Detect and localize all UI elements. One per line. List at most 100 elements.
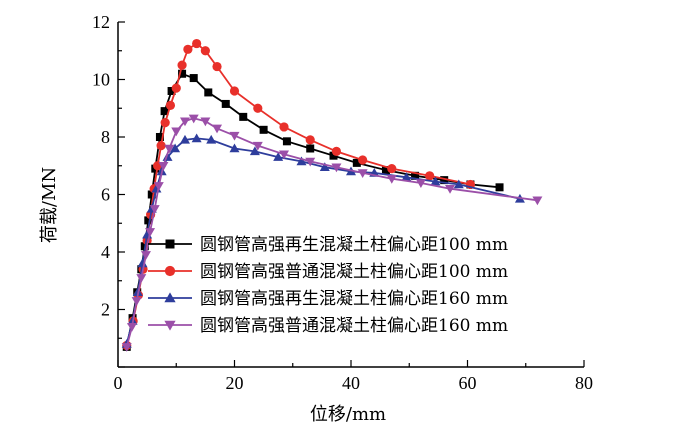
data-point — [401, 172, 412, 181]
data-point — [171, 83, 181, 93]
y-axis-title: 荷载/MN — [39, 167, 60, 243]
y-tick-label: 12 — [92, 12, 110, 32]
data-point — [178, 69, 187, 78]
data-point — [188, 114, 199, 124]
data-point — [319, 162, 330, 171]
legend-marker — [164, 292, 176, 303]
data-point — [179, 134, 190, 144]
legend-label: 圆钢管高强再生混凝土柱偏心距160 mm — [200, 289, 508, 309]
data-point — [296, 156, 307, 166]
y-tick-label: 10 — [92, 70, 110, 90]
data-point — [155, 133, 164, 141]
data-point — [221, 99, 230, 108]
y-tick-label: 8 — [101, 127, 110, 147]
data-point — [329, 151, 338, 160]
series-line — [125, 137, 521, 345]
data-point — [253, 103, 263, 113]
data-point — [279, 122, 289, 132]
data-point — [160, 118, 170, 128]
legend-item: 圆钢管高强再生混凝土柱偏心距100 mm — [148, 235, 508, 255]
data-point — [239, 112, 248, 121]
data-point — [259, 125, 268, 134]
data-point — [204, 88, 213, 97]
data-point — [358, 155, 368, 165]
series-group — [121, 38, 543, 352]
x-tick-label: 60 — [459, 373, 477, 393]
data-point — [229, 86, 240, 96]
legend-marker — [164, 265, 176, 277]
x-tick-label: 40 — [342, 373, 360, 393]
data-point — [160, 107, 169, 116]
legend-label: 圆钢管高强普通混凝土柱偏心距100 mm — [200, 262, 508, 282]
data-point — [229, 131, 240, 141]
data-point — [144, 216, 153, 225]
data-point — [279, 150, 290, 160]
data-point — [212, 124, 223, 134]
data-point — [331, 146, 342, 156]
x-tick-label: 20 — [226, 373, 244, 393]
data-point — [164, 144, 175, 154]
data-point — [136, 274, 147, 283]
data-point — [137, 258, 148, 268]
data-point — [212, 61, 222, 72]
data-point — [153, 182, 164, 191]
data-point — [445, 185, 456, 194]
data-point — [156, 141, 166, 151]
data-point — [495, 183, 504, 192]
data-point — [331, 163, 342, 173]
data-point — [170, 143, 181, 153]
data-point — [282, 137, 291, 146]
data-point — [430, 176, 441, 186]
data-point — [140, 251, 151, 260]
data-point — [386, 174, 397, 184]
data-point — [387, 164, 397, 174]
data-point — [411, 171, 420, 180]
y-tick-label: 6 — [101, 185, 110, 205]
data-point — [415, 179, 426, 188]
data-point — [357, 169, 368, 178]
series-4 — [121, 114, 543, 352]
data-point — [145, 228, 156, 237]
data-point — [171, 127, 182, 137]
legend-marker — [165, 239, 175, 249]
data-point — [167, 87, 176, 95]
data-point — [131, 297, 142, 306]
legend: 圆钢管高强再生混凝土柱偏心距100 mm 圆钢管高强普通混凝土柱偏心距100 mm… — [148, 235, 508, 336]
x-axis-title: 位移/mm — [310, 404, 386, 425]
data-point — [532, 196, 543, 206]
data-point — [252, 141, 263, 151]
data-point — [191, 133, 202, 143]
data-point — [192, 38, 202, 49]
legend-item: 圆钢管高强再生混凝土柱偏心距160 mm — [148, 289, 508, 309]
data-point — [305, 157, 316, 167]
data-point — [381, 166, 390, 175]
data-point — [121, 343, 132, 352]
data-point — [273, 152, 284, 161]
data-point — [183, 44, 193, 54]
x-tick-label: 80 — [575, 373, 593, 393]
axes: 0 20 40 60 80 2 4 6 8 10 12 — [92, 12, 593, 393]
y-tick-label: 2 — [101, 300, 110, 320]
data-point — [200, 117, 211, 127]
data-point — [189, 74, 198, 83]
data-point — [179, 117, 190, 127]
data-point — [440, 176, 449, 185]
data-point — [305, 135, 315, 145]
data-point — [177, 60, 187, 70]
legend-item: 圆钢管高强普通混凝土柱偏心距100 mm — [148, 262, 508, 282]
data-point — [165, 100, 176, 110]
legend-label: 圆钢管高强再生混凝土柱偏心距100 mm — [200, 235, 508, 255]
data-point — [149, 205, 160, 214]
legend-label: 圆钢管高强普通混凝土柱偏心距160 mm — [200, 316, 508, 336]
data-point — [453, 179, 464, 189]
x-tick-label: 0 — [114, 373, 123, 393]
data-point — [200, 46, 210, 56]
data-point — [206, 134, 217, 144]
legend-marker — [164, 320, 176, 331]
data-point — [306, 144, 315, 153]
data-point — [352, 158, 361, 167]
legend-item: 圆钢管高强普通混凝土柱偏心距160 mm — [148, 316, 508, 336]
data-point — [229, 143, 240, 153]
data-point — [249, 146, 260, 156]
y-tick-label: 4 — [101, 242, 110, 262]
